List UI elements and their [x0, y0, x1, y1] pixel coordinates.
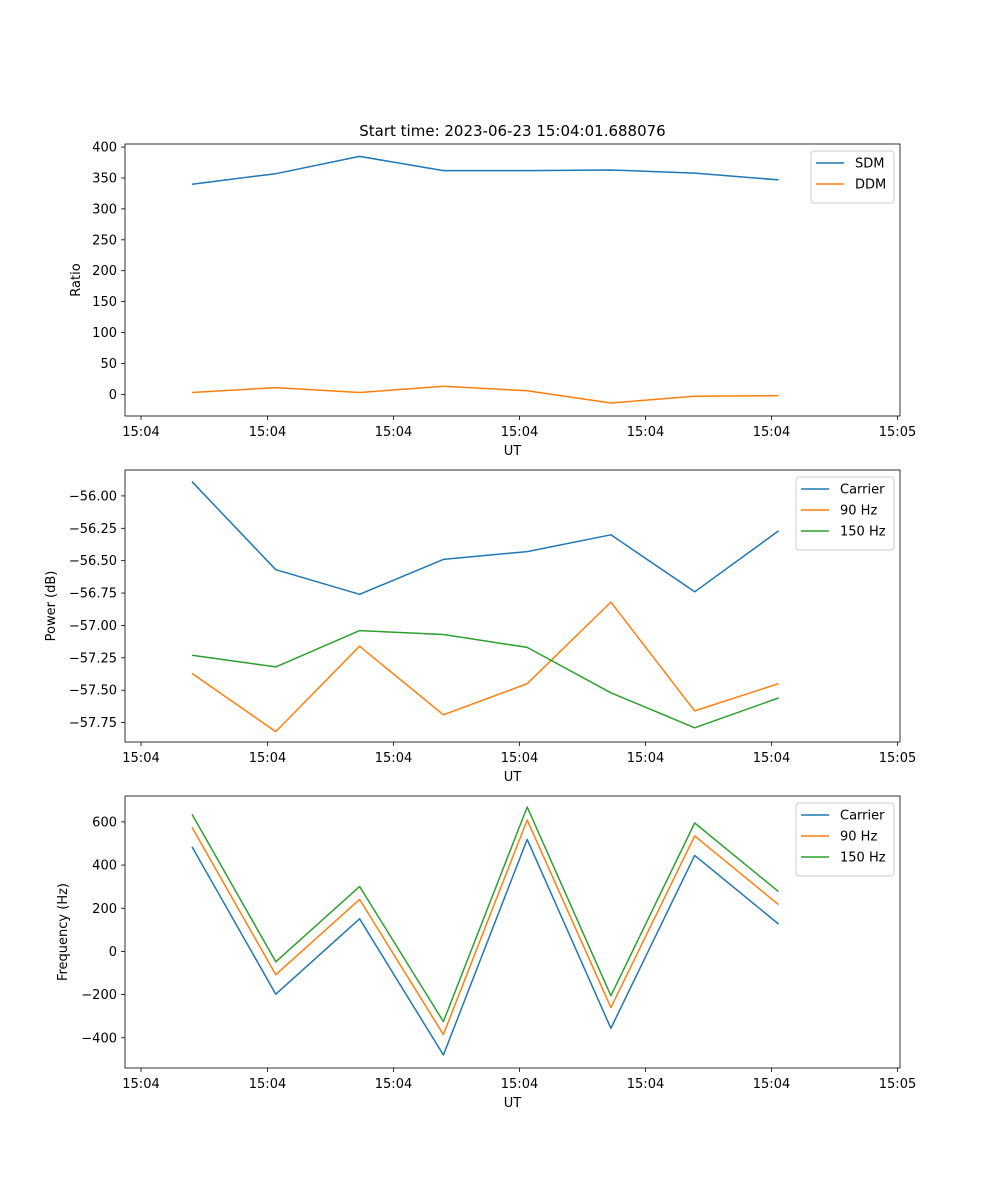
panel-3-x-tick-label: 15:04 [249, 1077, 286, 1092]
panel-3-y-tick-label: 400 [92, 859, 117, 874]
panel-3-y-axis-label: Frequency (Hz) [56, 883, 71, 981]
panel-3-series-150-hz-line [191, 806, 779, 1023]
panel-1-x-tick-label: 15:05 [879, 425, 916, 440]
panel-3-legend-label: 90 Hz [840, 830, 877, 845]
panel-2-x-tick-label: 15:04 [501, 751, 538, 766]
figure-title: Start time: 2023-06-23 15:04:01.688076 [359, 122, 665, 140]
panel-2-legend-label: Carrier [840, 483, 885, 498]
panel-2-y-tick-label: −57.25 [69, 651, 117, 666]
panel-1-x-tick-label: 15:04 [375, 425, 412, 440]
panel-1-y-tick-label: 300 [92, 202, 117, 217]
panel-1-x-tick-label: 15:04 [753, 425, 790, 440]
panel-1-y-tick-label: 150 [92, 295, 117, 310]
panel-1-x-axis-label: UT [504, 444, 522, 459]
panel-2-x-tick-label: 15:04 [375, 751, 412, 766]
panel-2-y-tick-label: −56.25 [69, 522, 117, 537]
panel-1-y-tick-label: 400 [92, 141, 117, 156]
panel-3-x-tick-label: 15:04 [122, 1077, 159, 1092]
panel-1-x-tick-label: 15:04 [627, 425, 664, 440]
panel-2-x-tick-label: 15:04 [627, 751, 664, 766]
panel-1-x-tick-label: 15:04 [249, 425, 286, 440]
panel-2-x-tick-label: 15:04 [122, 751, 159, 766]
panel-3-x-tick-label: 15:05 [879, 1077, 916, 1092]
panel-1-series-ddm-line [191, 385, 779, 404]
panel-3-x-tick-label: 15:04 [501, 1077, 538, 1092]
panel-1-y-tick-label: 200 [92, 264, 117, 279]
panel-3-y-tick-label: 200 [92, 902, 117, 917]
panel-2-x-tick-label: 15:04 [249, 751, 286, 766]
panel-3-y-tick-label: −400 [81, 1031, 117, 1046]
panel-3-series-carrier-line [191, 838, 779, 1056]
panel-1-x-tick-label: 15:04 [122, 425, 159, 440]
panel-2-y-tick-label: −56.75 [69, 587, 117, 602]
panel-3-y-tick-label: −200 [81, 988, 117, 1003]
panel-2-y-tick-label: −56.00 [69, 489, 117, 504]
panel-1-y-tick-label: 0 [109, 388, 117, 403]
panel-2-y-axis-label: Power (dB) [44, 571, 59, 642]
panel-2-y-tick-label: −56.50 [69, 554, 117, 569]
panel-1-legend-label: DDM [855, 178, 886, 193]
panel-3-y-tick-label: 600 [92, 815, 117, 830]
panel-2-x-tick-label: 15:05 [879, 751, 916, 766]
panel-3-axes-frame [124, 795, 901, 1069]
panel-2-x-axis-label: UT [504, 770, 522, 785]
panel-2-y-tick-label: −57.75 [69, 716, 117, 731]
panel-2-legend-label: 90 Hz [840, 504, 877, 519]
panel-1-x-tick-label: 15:04 [501, 425, 538, 440]
panel-1-y-tick-label: 50 [100, 357, 117, 372]
panel-2-series-carrier-line [191, 481, 779, 596]
panel-3-x-tick-label: 15:04 [753, 1077, 790, 1092]
panel-2-y-tick-label: −57.00 [69, 619, 117, 634]
panel-3-legend-label: Carrier [840, 809, 885, 824]
panel-2-series-150-hz-line [191, 629, 779, 729]
panel-1-legend-label: SDM [855, 157, 884, 172]
panel-2-series-90-hz-line [191, 601, 779, 733]
panel-1-axes-frame [124, 143, 901, 417]
panel-2-legend-label: 150 Hz [840, 525, 886, 540]
panel-3-x-tick-label: 15:04 [375, 1077, 412, 1092]
panel-1-y-tick-label: 100 [92, 326, 117, 341]
panel-3-legend-label: 150 Hz [840, 851, 886, 866]
panel-1-series-sdm-line [191, 155, 779, 185]
panel-1-y-tick-label: 250 [92, 233, 117, 248]
panel-3-series-90-hz-line [191, 819, 779, 1036]
panel-2-y-tick-label: −57.50 [69, 684, 117, 699]
panel-3-x-tick-label: 15:04 [627, 1077, 664, 1092]
panel-1-legend-box [810, 150, 895, 204]
panel-1-y-axis-label: Ratio [69, 263, 84, 296]
panel-2-x-tick-label: 15:04 [753, 751, 790, 766]
panel-3-y-tick-label: 0 [109, 945, 117, 960]
panel-3-x-axis-label: UT [504, 1096, 522, 1111]
panel-1-y-tick-label: 350 [92, 172, 117, 187]
panel-2-axes-frame [124, 469, 901, 743]
